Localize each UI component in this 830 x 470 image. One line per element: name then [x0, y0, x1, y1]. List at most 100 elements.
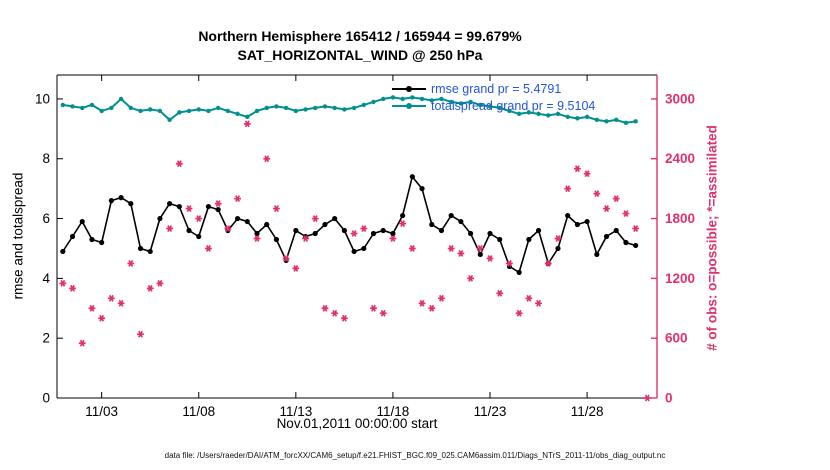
right-tick-label: 600 — [665, 331, 688, 346]
rmse-point — [196, 233, 202, 240]
totalspread-point — [283, 105, 289, 111]
totalspread-point — [186, 108, 192, 114]
rmse-point — [633, 242, 639, 249]
rmse-point — [273, 236, 280, 243]
rmse-point — [613, 227, 619, 234]
obs-asterisk-marker — [467, 274, 474, 282]
legend-item-totalspread: totalspread grand pr = 9.5104 — [392, 97, 595, 114]
rmse-point — [244, 218, 250, 225]
obs-asterisk-marker — [292, 264, 300, 272]
obs-asterisk-marker — [554, 235, 562, 242]
rmse-point — [555, 245, 561, 252]
obs-asterisk-marker — [88, 304, 96, 312]
totalspread-point — [293, 108, 299, 114]
left-tick-label: 0 — [42, 391, 50, 406]
rmse-point — [341, 227, 347, 234]
totalspread-point — [254, 108, 260, 114]
rmse-point — [574, 221, 580, 228]
obs-asterisk-marker — [506, 259, 513, 267]
totalspread-point — [342, 107, 347, 112]
x-tick-label: 11/03 — [85, 404, 118, 419]
rmse-point — [215, 206, 221, 213]
rmse-point — [186, 227, 192, 234]
rmse-point — [361, 245, 367, 252]
obs-asterisk-marker — [321, 304, 329, 312]
rmse-point — [603, 233, 610, 240]
rmse-point — [157, 215, 163, 222]
totalspread-point — [584, 114, 590, 120]
figure-title-line2: SAT_HORIZONTAL_WIND @ 250 hPa — [237, 47, 483, 63]
obs-asterisk-marker — [117, 299, 125, 307]
obs-asterisk-marker — [389, 235, 397, 242]
rmse-point — [477, 251, 483, 258]
figure-title-line1: Northern Hemisphere 165412 / 165944 = 99… — [198, 28, 522, 44]
right-tick-label: 3000 — [665, 91, 695, 106]
totalspread-point — [274, 104, 279, 109]
totalspread-point — [614, 117, 619, 123]
obs-asterisk-marker — [593, 190, 601, 198]
rmse-point — [69, 233, 76, 240]
obs-asterisk-marker — [340, 314, 348, 322]
rmse-point — [370, 230, 377, 237]
rmse-point — [594, 251, 600, 258]
obs-asterisk-marker — [370, 304, 377, 312]
totalspread-point — [555, 111, 561, 117]
obs-asterisk-marker — [78, 339, 86, 347]
obs-asterisk-marker — [379, 309, 387, 317]
obs-asterisk-marker — [515, 309, 523, 317]
totalspread-point — [400, 96, 405, 102]
obs-asterisk-marker — [544, 259, 552, 267]
obs-asterisk-marker — [438, 294, 445, 302]
totalspread-point — [516, 111, 522, 117]
obs-asterisk-marker — [603, 205, 610, 213]
rmse-point — [351, 248, 357, 255]
obs-asterisk-marker — [447, 245, 455, 252]
left-tick-label: 8 — [42, 151, 50, 166]
obs-asterisk-marker — [282, 255, 290, 262]
rmse-point — [167, 201, 173, 207]
totalspread-line-swatch — [392, 102, 426, 109]
totalspread-point — [322, 104, 328, 109]
totalspread-point — [332, 105, 337, 111]
rmse-point — [322, 221, 328, 228]
obs-asterisk-marker — [195, 215, 203, 222]
x-tick-label: 11/28 — [571, 404, 604, 419]
totalspread-point — [361, 102, 366, 108]
totalspread-point — [487, 104, 493, 109]
obs-asterisk-marker — [331, 309, 339, 317]
rmse-point — [205, 203, 212, 210]
totalspread-point — [264, 105, 269, 111]
obs-asterisk-marker — [234, 195, 241, 203]
totalspread-point — [70, 104, 75, 109]
rmse-point — [409, 174, 415, 180]
rmse-point — [438, 227, 445, 234]
rmse-point — [99, 239, 105, 246]
rmse-point — [526, 236, 532, 243]
totalspread-marker-icon — [406, 102, 412, 109]
obs-asterisk-marker — [243, 120, 251, 128]
rmse-point — [79, 218, 85, 225]
rmse-point — [497, 236, 503, 243]
rmse-point — [234, 215, 241, 222]
obs-asterisk-marker — [127, 259, 135, 267]
rmse-line — [62, 174, 636, 274]
totalspread-point — [371, 99, 376, 105]
totalspread-point — [468, 99, 473, 105]
totalspread-point — [225, 108, 231, 114]
rmse-point — [264, 221, 270, 228]
totalspread-point — [235, 111, 240, 117]
totalspread-point — [109, 105, 114, 111]
rmse-point — [584, 218, 590, 225]
obs-asterisk-marker — [622, 210, 630, 217]
rmse-point — [89, 236, 95, 243]
totalspread-point — [458, 101, 464, 106]
rmse-point — [390, 230, 396, 237]
totalspread-point — [390, 95, 396, 100]
obs-asterisk-marker — [175, 160, 183, 168]
rmse-point — [254, 230, 260, 237]
left-tick-label: 4 — [42, 271, 50, 286]
totalspread-point — [128, 105, 133, 111]
x-tick-label: 11/23 — [474, 404, 507, 419]
